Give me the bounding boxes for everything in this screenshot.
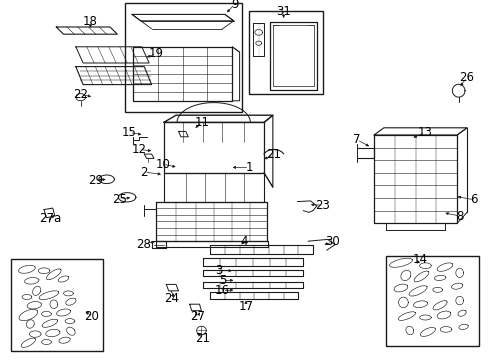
Text: 25: 25	[112, 193, 127, 206]
Text: 13: 13	[417, 126, 432, 139]
Text: 10: 10	[155, 158, 170, 171]
Text: 19: 19	[149, 47, 163, 60]
Text: 12: 12	[132, 143, 146, 156]
Text: 8: 8	[455, 210, 463, 222]
Text: 2: 2	[140, 166, 148, 179]
Text: 15: 15	[122, 126, 137, 139]
Text: 27a: 27a	[39, 212, 61, 225]
Text: 27: 27	[190, 310, 205, 323]
Bar	[124, 3, 242, 112]
Text: 16: 16	[215, 284, 229, 297]
Text: 24: 24	[163, 292, 178, 305]
Text: 3: 3	[214, 264, 222, 277]
Text: 30: 30	[325, 235, 339, 248]
Text: 23: 23	[315, 199, 329, 212]
Text: 31: 31	[276, 5, 290, 18]
Text: 29: 29	[88, 174, 103, 186]
Text: 6: 6	[469, 193, 477, 206]
Text: 28: 28	[136, 238, 150, 251]
Text: 26: 26	[459, 71, 473, 84]
Bar	[386, 256, 478, 346]
Text: 4: 4	[240, 235, 248, 248]
Text: 22: 22	[73, 88, 88, 101]
Text: 5: 5	[218, 274, 226, 287]
Text: 7: 7	[352, 133, 360, 146]
Text: 17: 17	[238, 300, 253, 312]
Text: 21: 21	[195, 332, 210, 345]
Text: 9: 9	[230, 0, 238, 11]
Text: 14: 14	[412, 253, 427, 266]
Text: 1: 1	[245, 161, 253, 174]
Text: 11: 11	[194, 116, 209, 129]
Text: 18: 18	[83, 15, 98, 28]
Bar	[249, 11, 322, 94]
Text: 20: 20	[84, 310, 99, 323]
Bar	[11, 259, 102, 351]
Text: 21: 21	[266, 148, 281, 161]
